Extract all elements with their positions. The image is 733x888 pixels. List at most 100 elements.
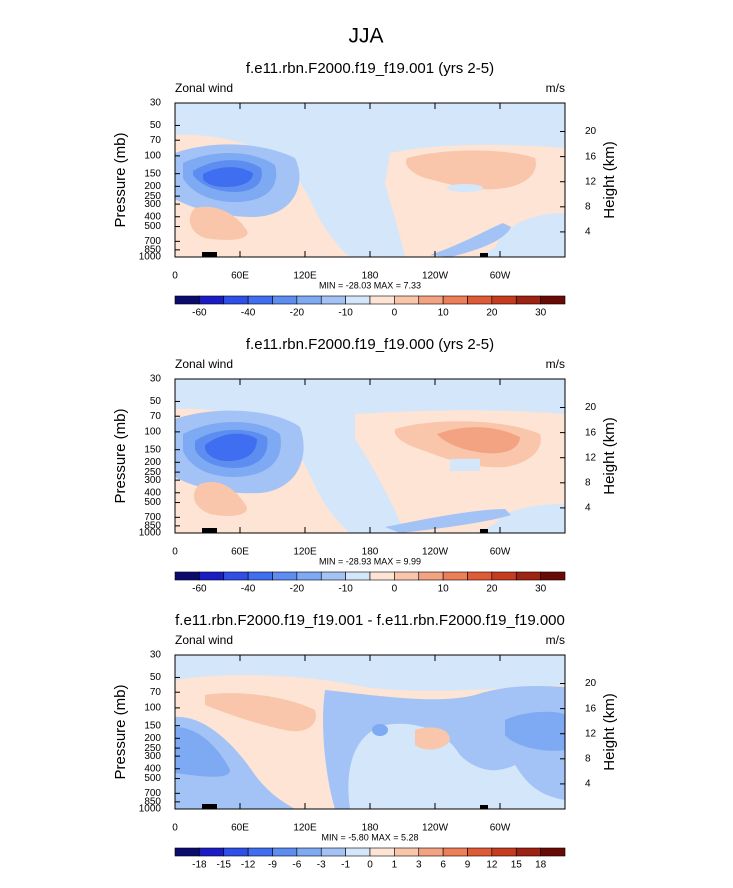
x-tick-label: 0 <box>172 271 178 282</box>
y-axis-label: Pressure (mb) <box>112 132 129 227</box>
y-tick-label: 200 <box>144 733 161 744</box>
x-tick-label: 60W <box>490 271 511 282</box>
colorbar-box <box>369 295 395 305</box>
colorbar-box <box>394 295 420 305</box>
y-tick-label: 1000 <box>139 804 162 815</box>
y-tick-label: 70 <box>150 135 162 146</box>
colorbar-label: 6 <box>440 860 446 871</box>
colorbar-label: 0 <box>392 584 398 595</box>
right-label: m/s <box>546 633 565 647</box>
left-label: Zonal wind <box>175 81 233 95</box>
y-tick-label: 400 <box>144 763 161 774</box>
y-tick-label: 700 <box>144 512 161 523</box>
y-tick-label: 30 <box>150 374 162 385</box>
x-tick-label: 0 <box>172 823 178 834</box>
y2-tick-label: 4 <box>585 227 591 238</box>
y2-tick-label: 8 <box>585 477 591 488</box>
left-label: Zonal wind <box>175 633 233 647</box>
y-tick-label: 100 <box>144 427 161 438</box>
y-tick-label: 70 <box>150 687 162 698</box>
colorbar-box <box>272 295 298 305</box>
y-tick-label: 50 <box>150 120 162 131</box>
y-tick-label: 850 <box>144 245 161 256</box>
colorbar-label: 18 <box>535 860 547 871</box>
x-tick-label: 120W <box>422 547 449 558</box>
x-tick-label: 60E <box>231 547 249 558</box>
colorbar-box <box>247 571 273 581</box>
colorbar-box <box>247 295 273 305</box>
y-tick-label: 500 <box>144 497 161 508</box>
colorbar-box <box>515 571 541 581</box>
x-tick-label: 180 <box>362 547 379 558</box>
y-tick-label: 300 <box>144 475 161 486</box>
colorbar-label: -10 <box>338 584 353 595</box>
colorbar-box <box>540 295 566 305</box>
colorbar-box <box>320 571 346 581</box>
y2-tick-label: 8 <box>585 753 591 764</box>
colorbar-box <box>296 295 322 305</box>
y-tick-label: 250 <box>144 191 161 202</box>
colorbar-label: 30 <box>535 584 547 595</box>
x-tick-label: 60E <box>231 271 249 282</box>
colorbar-box <box>418 847 444 857</box>
colorbar-label: 1 <box>392 860 398 871</box>
y-tick-label: 30 <box>150 650 162 661</box>
colorbar-box <box>199 295 225 305</box>
y-tick-label: 850 <box>144 797 161 808</box>
colorbar-box <box>394 571 420 581</box>
colorbar-label: 10 <box>438 584 450 595</box>
x-tick-label: 60W <box>490 823 511 834</box>
y-tick-label: 150 <box>144 168 161 179</box>
colorbar-box <box>442 571 468 581</box>
x-tick-label: 180 <box>362 271 379 282</box>
colorbar-label: 9 <box>465 860 471 871</box>
colorbar-label: 20 <box>486 308 498 319</box>
y-tick-label: 850 <box>144 521 161 532</box>
colorbar-label: -20 <box>290 308 305 319</box>
colorbar-box <box>515 847 541 857</box>
y-tick-label: 300 <box>144 751 161 762</box>
y2-axis-label: Height (km) <box>601 693 618 771</box>
colorbar-box <box>247 847 273 857</box>
colorbar-box <box>369 847 395 857</box>
colorbar-box <box>369 571 395 581</box>
colorbar-box <box>223 847 249 857</box>
colorbar-box <box>540 571 566 581</box>
x-tick-label: 120E <box>293 271 317 282</box>
colorbar-box <box>272 571 298 581</box>
colorbar-box <box>515 295 541 305</box>
colorbar-label: -60 <box>192 308 207 319</box>
y-axis-label: Pressure (mb) <box>112 408 129 503</box>
y-tick-label: 500 <box>144 773 161 784</box>
y-tick-label: 250 <box>144 467 161 478</box>
colorbar-label: 30 <box>535 308 547 319</box>
stats: MIN = -28.03 MAX = 7.33 <box>319 280 421 290</box>
colorbar-box <box>320 847 346 857</box>
y2-tick-label: 20 <box>585 678 597 689</box>
y2-tick-label: 12 <box>585 176 597 187</box>
colorbar-box <box>272 847 298 857</box>
y2-tick-label: 20 <box>585 402 597 413</box>
colorbar-box <box>345 847 371 857</box>
colorbar-box <box>199 571 225 581</box>
colorbar-label: -60 <box>192 584 207 595</box>
y-tick-label: 500 <box>144 221 161 232</box>
y-tick-label: 300 <box>144 199 161 210</box>
colorbar-box <box>174 847 200 857</box>
y-tick-label: 700 <box>144 788 161 799</box>
colorbar-label: -12 <box>241 860 256 871</box>
colorbar-label: -1 <box>341 860 350 871</box>
colorbar-box <box>418 571 444 581</box>
x-tick-label: 120W <box>422 823 449 834</box>
colorbar-box <box>467 847 493 857</box>
x-tick-label: 60W <box>490 547 511 558</box>
x-tick-label: 180 <box>362 823 379 834</box>
colorbar-label: -6 <box>292 860 301 871</box>
colorbar-label: -40 <box>241 308 256 319</box>
colorbar-box <box>199 847 225 857</box>
colorbar-label: -3 <box>317 860 326 871</box>
colorbar-box <box>174 571 200 581</box>
colorbar-label: 20 <box>486 584 498 595</box>
y2-tick-label: 16 <box>585 151 597 162</box>
